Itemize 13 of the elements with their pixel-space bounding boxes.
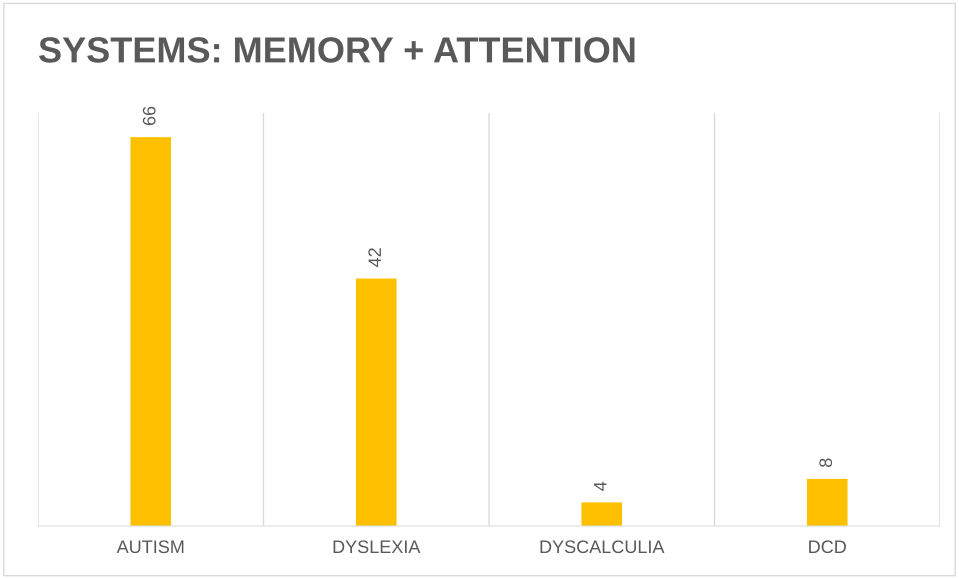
data-label: 8	[819, 458, 832, 467]
chart-title: SYSTEMS: MEMORY + ATTENTION	[39, 37, 634, 63]
x-tick-label: AUTISM	[116, 540, 184, 554]
data-label: 66	[142, 106, 156, 126]
x-tick-label: DCD	[809, 540, 846, 554]
x-tick-label: DYSLEXIA	[334, 540, 420, 554]
x-tick-label: DYSCALCULIA	[540, 540, 664, 554]
data-label: 42	[368, 248, 381, 267]
bar	[130, 137, 172, 526]
data-label: 4	[594, 482, 606, 491]
bar	[806, 478, 848, 526]
bar	[356, 278, 397, 526]
bar	[581, 502, 622, 526]
